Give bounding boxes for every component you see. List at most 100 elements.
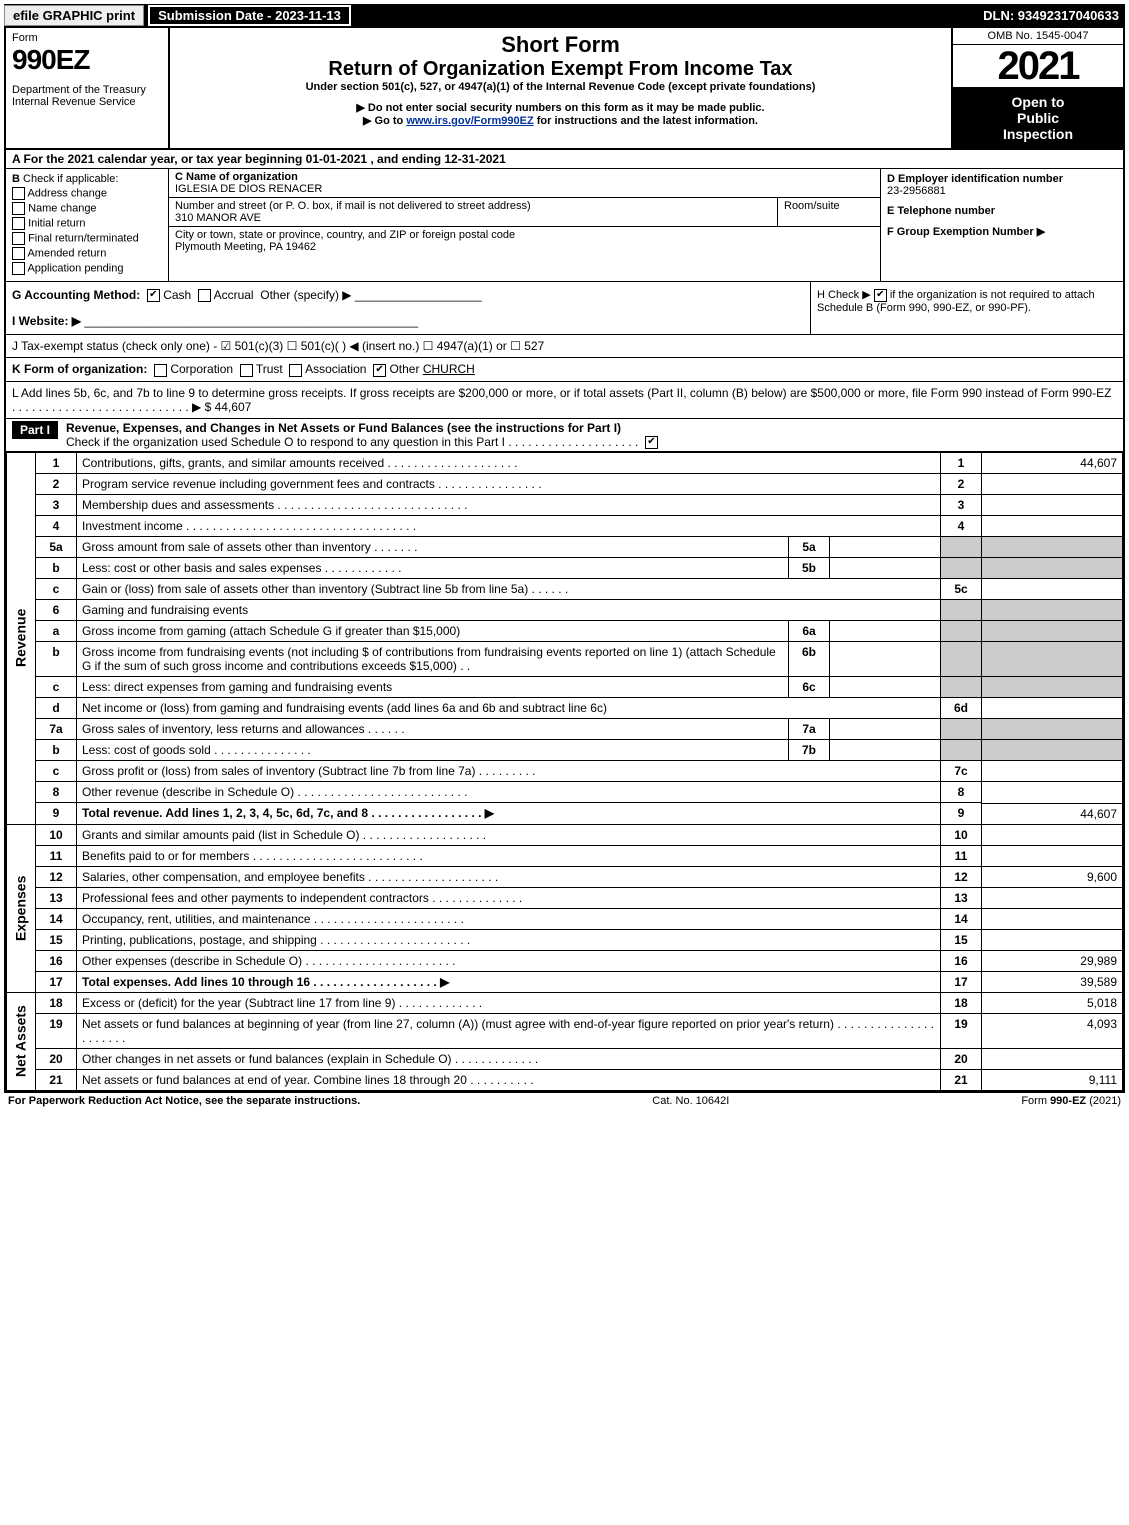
group-label: F Group Exemption Number ▶ (887, 226, 1045, 238)
line-21: 21Net assets or fund balances at end of … (7, 1069, 1123, 1090)
open-line1: Open to (957, 94, 1119, 110)
city-value: Plymouth Meeting, PA 19462 (175, 241, 316, 253)
chk-initial[interactable]: Initial return (12, 217, 162, 230)
line-14: 14Occupancy, rent, utilities, and mainte… (7, 908, 1123, 929)
lines-table: Revenue 1 Contributions, gifts, grants, … (6, 452, 1123, 1091)
header-right: OMB No. 1545-0047 2021 Open to Public In… (951, 28, 1123, 148)
top-bar: efile GRAPHIC print Submission Date - 20… (4, 4, 1125, 26)
line-16: 16Other expenses (describe in Schedule O… (7, 950, 1123, 971)
line-6c: cLess: direct expenses from gaming and f… (7, 676, 1123, 697)
section-h: H Check ▶ ✔ if the organization is not r… (810, 282, 1123, 334)
line-19: 19Net assets or fund balances at beginni… (7, 1013, 1123, 1048)
section-def: D Employer identification number 23-2956… (881, 169, 1123, 281)
row-a-tax-year: A For the 2021 calendar year, or tax yea… (6, 150, 1123, 169)
form-header: Form 990EZ Department of the Treasury In… (6, 28, 1123, 150)
instr-goto: ▶ Go to www.irs.gov/Form990EZ for instru… (176, 114, 945, 127)
chk-final[interactable]: Final return/terminated (12, 232, 162, 245)
line-6d: dNet income or (loss) from gaming and fu… (7, 697, 1123, 718)
org-name: IGLESIA DE DIOS RENACER (175, 183, 322, 195)
efile-print-button[interactable]: efile GRAPHIC print (4, 5, 144, 26)
chk-accrual[interactable] (198, 289, 211, 302)
ein-value: 23-2956881 (887, 185, 946, 197)
part1-header-row: Part I Revenue, Expenses, and Changes in… (6, 419, 1123, 452)
chk-trust[interactable] (240, 364, 253, 377)
tax-year: 2021 (953, 45, 1123, 88)
row-k: K Form of organization: Corporation Trus… (6, 358, 1123, 381)
dln-label: DLN: 93492317040633 (983, 8, 1125, 23)
revenue-label: Revenue (7, 452, 36, 824)
header-left: Form 990EZ Department of the Treasury In… (6, 28, 170, 148)
line-5c: cGain or (loss) from sale of assets othe… (7, 578, 1123, 599)
amt-19: 4,093 (982, 1013, 1123, 1048)
line-5a: 5aGross amount from sale of assets other… (7, 536, 1123, 557)
amt-1: 44,607 (982, 452, 1123, 473)
submission-date-badge: Submission Date - 2023-11-13 (148, 5, 351, 26)
group-exemption-block: F Group Exemption Number ▶ (887, 225, 1117, 238)
amt-17: 39,589 (982, 971, 1123, 992)
city-label: City or town, state or province, country… (175, 229, 515, 241)
line-6b: bGross income from fundraising events (n… (7, 641, 1123, 676)
instr2-pre: ▶ Go to (363, 115, 406, 127)
amt-9: 44,607 (982, 804, 1122, 824)
open-line2: Public (957, 110, 1119, 126)
b-label: B (12, 173, 20, 185)
chk-corp[interactable] (154, 364, 167, 377)
header-mid: Short Form Return of Organization Exempt… (170, 28, 951, 148)
section-b: B Check if applicable: Address change Na… (6, 169, 169, 281)
footer-left: For Paperwork Reduction Act Notice, see … (8, 1095, 360, 1107)
line-10: Expenses 10Grants and similar amounts pa… (7, 824, 1123, 845)
street-value: 310 MANOR AVE (175, 212, 261, 224)
chk-cash[interactable]: ✔ (147, 289, 160, 302)
part1-title: Revenue, Expenses, and Changes in Net As… (66, 421, 621, 435)
line-17: 17Total expenses. Add lines 10 through 1… (7, 971, 1123, 992)
g-accounting: G Accounting Method: ✔ Cash Accrual Othe… (12, 288, 804, 302)
irs-label: Internal Revenue Service (12, 96, 162, 108)
c-name-label: C Name of organization (175, 171, 298, 183)
chk-address[interactable]: Address change (12, 187, 162, 200)
row-l: L Add lines 5b, 6c, and 7b to line 9 to … (6, 382, 1123, 419)
line-7b: bLess: cost of goods sold . . . . . . . … (7, 739, 1123, 760)
line-18: Net Assets 18Excess or (deficit) for the… (7, 992, 1123, 1013)
room-suite: Room/suite (778, 198, 880, 226)
section-bcd: B Check if applicable: Address change Na… (6, 169, 1123, 282)
amt-12: 9,600 (982, 866, 1123, 887)
line-8-9: 8 9 Other revenue (describe in Schedule … (7, 781, 1123, 824)
instr-link[interactable]: www.irs.gov/Form990EZ (406, 115, 533, 127)
chk-other-org[interactable]: ✔ (373, 364, 386, 377)
chk-h[interactable]: ✔ (874, 289, 887, 302)
open-public-badge: Open to Public Inspection (953, 88, 1123, 148)
line-6a: aGross income from gaming (attach Schedu… (7, 620, 1123, 641)
line-11: 11Benefits paid to or for members . . . … (7, 845, 1123, 866)
chk-assoc[interactable] (289, 364, 302, 377)
footer-cat: Cat. No. 10642I (652, 1095, 729, 1107)
form-word: Form (12, 32, 162, 44)
line-20: 20Other changes in net assets or fund ba… (7, 1048, 1123, 1069)
chk-part1-scho[interactable]: ✔ (645, 436, 658, 449)
return-title: Return of Organization Exempt From Incom… (176, 58, 945, 81)
city-row: City or town, state or province, country… (169, 227, 880, 255)
chk-amended[interactable]: Amended return (12, 247, 162, 260)
footer-right: Form 990-EZ (2021) (1021, 1095, 1121, 1107)
b-check-if: Check if applicable: (23, 173, 118, 185)
street-row: Number and street (or P. O. box, if mail… (169, 198, 880, 227)
amt-16: 29,989 (982, 950, 1123, 971)
line-12: 12Salaries, other compensation, and empl… (7, 866, 1123, 887)
line-7a: 7aGross sales of inventory, less returns… (7, 718, 1123, 739)
chk-name[interactable]: Name change (12, 202, 162, 215)
i-website: I Website: ▶ ___________________________… (12, 314, 804, 328)
short-form-title: Short Form (176, 32, 945, 58)
line-2: 2Program service revenue including gover… (7, 473, 1123, 494)
amt-18: 5,018 (982, 992, 1123, 1013)
line-6: 6Gaming and fundraising events (7, 599, 1123, 620)
page-footer: For Paperwork Reduction Act Notice, see … (4, 1093, 1125, 1109)
line-7c: cGross profit or (loss) from sales of in… (7, 760, 1123, 781)
line-5b: bLess: cost or other basis and sales exp… (7, 557, 1123, 578)
expenses-label: Expenses (7, 824, 36, 992)
header-subtitle: Under section 501(c), 527, or 4947(a)(1)… (176, 81, 945, 93)
row-j: J Tax-exempt status (check only one) - ☑… (6, 335, 1123, 358)
part1-badge: Part I (12, 421, 58, 439)
row-l-amount: 44,607 (215, 400, 252, 414)
line-1: Revenue 1 Contributions, gifts, grants, … (7, 452, 1123, 473)
row-gh: G Accounting Method: ✔ Cash Accrual Othe… (6, 282, 1123, 335)
chk-pending[interactable]: Application pending (12, 262, 162, 275)
